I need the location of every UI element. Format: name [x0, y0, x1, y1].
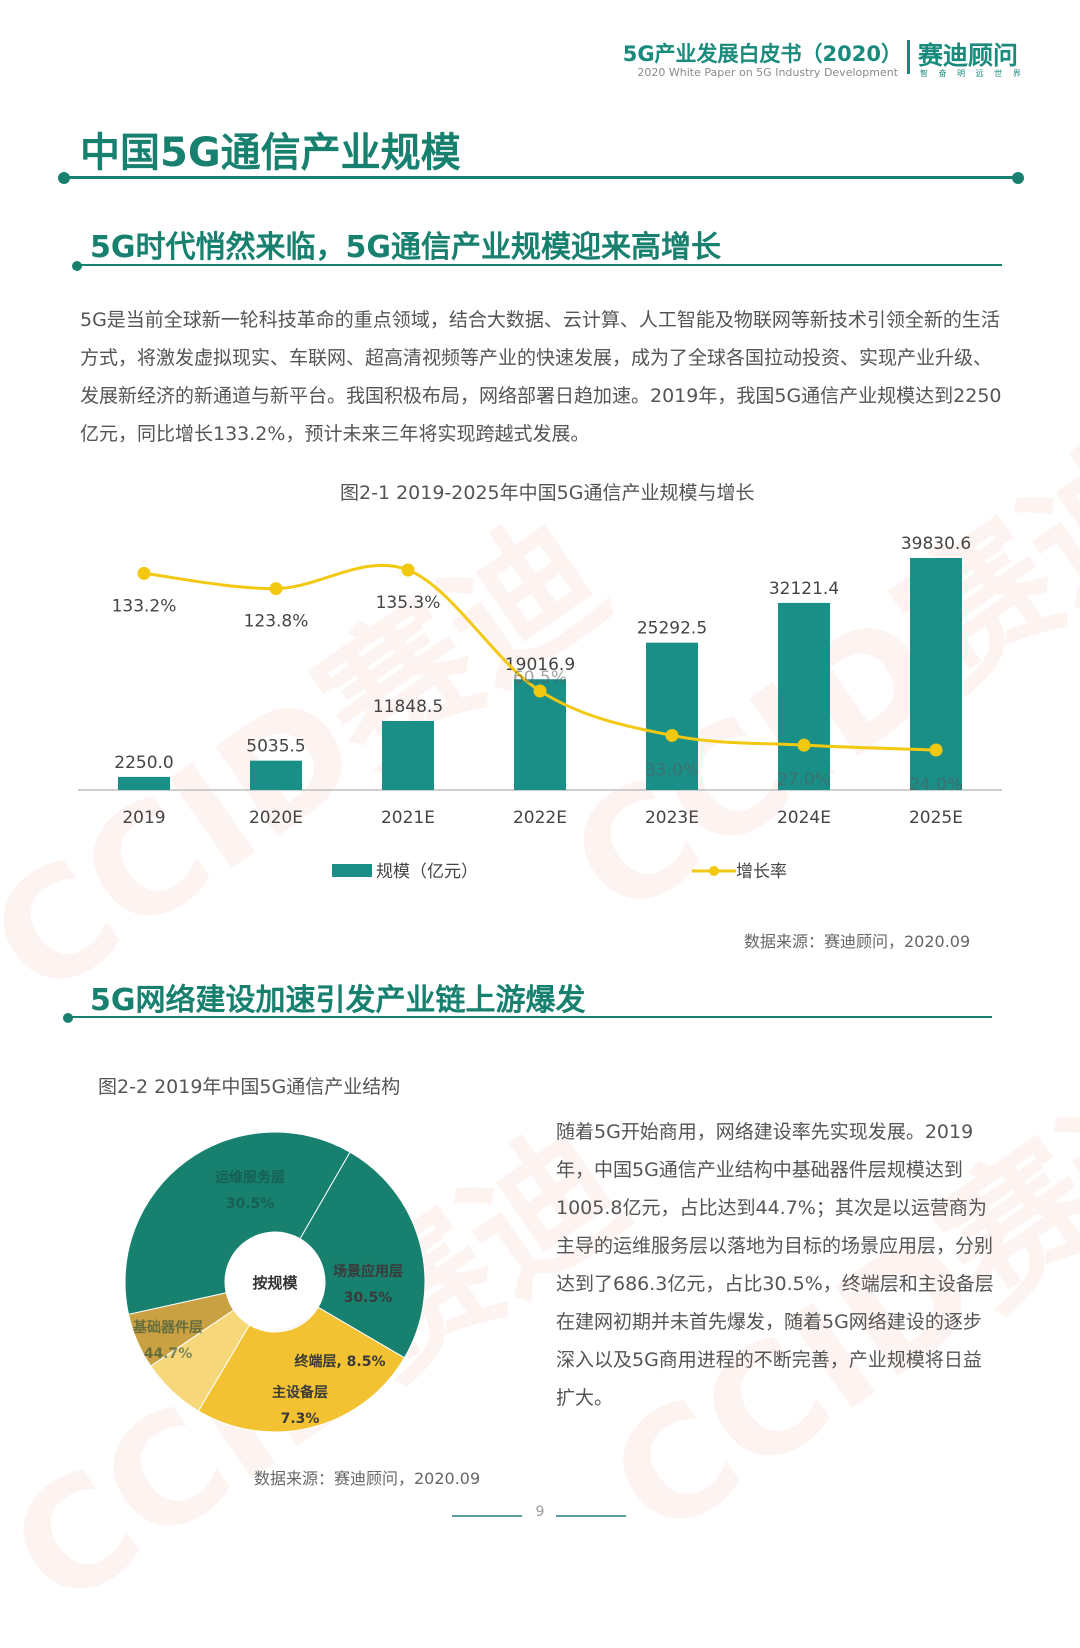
legend-swatch-bar: [332, 864, 372, 877]
figure-source: 数据来源：赛迪顾问，2020.09: [254, 1469, 481, 1488]
slice-value: 30.5%: [226, 1196, 275, 1212]
donut-slice: [197, 1306, 406, 1433]
slice-label: 基础器件层: [133, 1319, 203, 1336]
donut-slice: [299, 1151, 426, 1359]
subsection-rule: [78, 264, 1002, 266]
bar: [514, 679, 566, 790]
bar: [250, 760, 302, 790]
growth-point: [137, 566, 151, 580]
x-tick-label: 2019: [122, 808, 165, 828]
donut-slice: [124, 1131, 351, 1315]
donut-center: [227, 1234, 323, 1330]
pager-line-left: [452, 1515, 522, 1517]
bar-value-label: 39830.6: [901, 534, 971, 554]
bar-value-label: 11848.5: [373, 697, 443, 717]
growth-point: [665, 728, 679, 742]
growth-label: 24.0%: [909, 775, 963, 795]
legend-label-line: 增长率: [736, 862, 787, 882]
slice-label: 运维服务层: [215, 1169, 285, 1186]
bar: [382, 720, 434, 790]
bar-value-label: 5035.5: [246, 737, 305, 757]
growth-label: 27.0%: [777, 770, 831, 790]
bar-line-chart: 2250.0 2019 5035.5 2020E 11848.5 2021E 19016.9…: [78, 534, 1002, 882]
rule-dot-right: [1012, 172, 1024, 184]
figure-source: 数据来源：赛迪顾问，2020.09: [744, 932, 971, 951]
x-tick-label: 2023E: [645, 808, 699, 828]
slice-value: 7.3%: [281, 1411, 320, 1427]
figure-caption: 图2-2 2019年中国5G通信产业结构: [98, 1076, 401, 1098]
growth-point: [929, 743, 943, 757]
brand-logo: 赛迪顾问: [918, 41, 1019, 70]
x-tick-label: 2024E: [777, 808, 831, 828]
header-title: 5G产业发展白皮书（2020）: [622, 42, 902, 66]
x-tick-label: 2022E: [513, 808, 567, 828]
bar-value-label: 25292.5: [637, 619, 707, 639]
growth-label: 33.0%: [645, 760, 699, 780]
pager-line-right: [556, 1515, 626, 1517]
growth-label: 135.3%: [376, 593, 441, 613]
page-number: 9: [535, 1504, 545, 1520]
growth-point: [401, 563, 415, 577]
legend-label-bar: 规模（亿元）: [376, 862, 478, 882]
rule-dot: [63, 1013, 73, 1023]
growth-label: 60.5%: [513, 668, 567, 688]
slice-label: 主设备层: [272, 1384, 328, 1401]
bar: [118, 776, 170, 790]
figure-caption: 图2-1 2019-2025年中国5G通信产业规模与增长: [340, 482, 755, 504]
slice-label: 场景应用层: [333, 1263, 403, 1280]
slice-value: 44.7%: [144, 1346, 193, 1362]
growth-point: [269, 582, 283, 596]
slice-label: 终端层, 8.5%: [294, 1353, 385, 1370]
subsection-rule: [70, 1016, 992, 1018]
subsection-title: 5G时代悄然来临，5G通信产业规模迎来高增长: [90, 230, 721, 265]
growth-point: [797, 738, 811, 752]
rule-dot: [72, 261, 82, 271]
section-rule: [64, 176, 1020, 179]
legend-marker-line: [709, 866, 719, 876]
body-paragraph: 5G是当前全球新一轮科技革命的重点领域，结合大数据、云计算、人工智能及物联网等新…: [80, 309, 1002, 445]
bar-value-label: 2250.0: [114, 753, 173, 773]
subsection-title: 5G网络建设加速引发产业链上游爆发: [90, 983, 586, 1018]
bar-value-label: 32121.4: [769, 579, 839, 599]
x-tick-label: 2020E: [249, 808, 303, 828]
x-tick-label: 2021E: [381, 808, 435, 828]
slice-value: 30.5%: [344, 1290, 393, 1306]
section-title: 中国5G通信产业规模: [80, 130, 461, 176]
growth-label: 123.8%: [244, 612, 309, 632]
header-divider: [907, 40, 910, 74]
x-tick-label: 2025E: [909, 808, 963, 828]
donut-center-label: 按规模: [252, 1274, 298, 1292]
bar: [778, 602, 830, 790]
body-paragraph: 随着5G开始商用，网络建设率先实现发展。2019年，中国5G通信产业结构中基础器…: [556, 1121, 994, 1409]
bar: [646, 642, 698, 790]
growth-label: 133.2%: [112, 596, 177, 616]
brand-tagline: 智 奋 明 远 世 界: [920, 69, 1025, 78]
bar-value-label: 19016.9: [505, 655, 575, 675]
growth-point: [533, 684, 547, 698]
donut-chart: 按规模 运维服务层 30.5% 场景应用层 30.5% 终端层, 8.5% 主设备层 7.3%…: [124, 1131, 426, 1433]
header-subtitle: 2020 White Paper on 5G Industry Developm…: [637, 66, 898, 79]
